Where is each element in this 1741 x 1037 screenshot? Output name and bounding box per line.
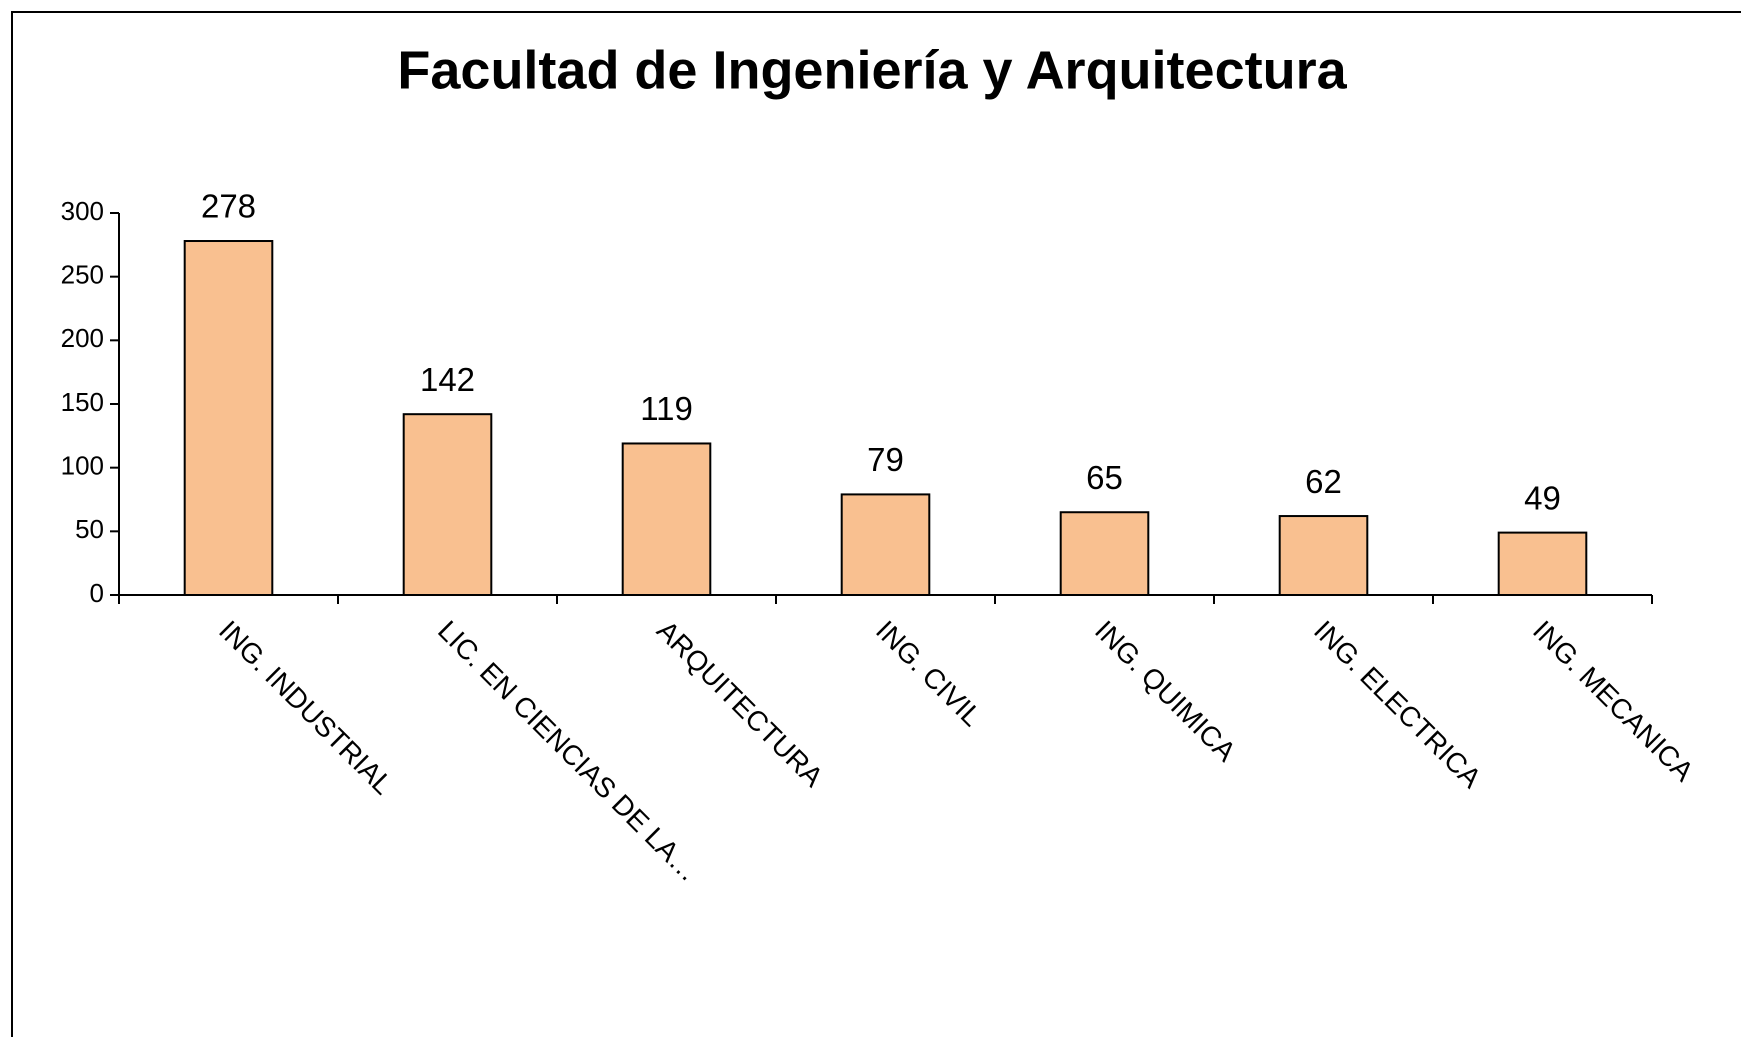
- x-tick-label: ARQUITECTURA: [651, 615, 829, 793]
- y-tick-label: 200: [61, 323, 104, 353]
- y-tick-label: 0: [90, 578, 104, 608]
- bar: [1278, 515, 1369, 597]
- value-label: 79: [867, 441, 904, 478]
- value-label: 278: [201, 188, 256, 225]
- value-label: 65: [1086, 459, 1123, 496]
- x-tick-label: ING. ELECTRICA: [1308, 615, 1487, 794]
- value-label: 119: [640, 390, 693, 427]
- chart-frame: [11, 11, 1741, 1037]
- y-tick-label: 150: [61, 387, 104, 417]
- bar: [621, 442, 712, 596]
- bar: [840, 493, 931, 597]
- chart-title: Facultad de Ingeniería y Arquitectura: [397, 40, 1347, 100]
- value-label: 142: [420, 361, 475, 398]
- bar: [1059, 511, 1150, 597]
- x-tick-label: LIC. EN CIENCIAS DE LA…: [432, 615, 705, 888]
- x-tick-label: ING. INDUSTRIAL: [213, 615, 399, 801]
- bar: [1497, 531, 1588, 597]
- x-tick-label: ING. MECANICA: [1527, 615, 1700, 788]
- y-tick-label: 50: [75, 514, 104, 544]
- y-tick-label: 250: [61, 260, 104, 290]
- x-tick-label: ING. CIVIL: [870, 615, 988, 733]
- value-label: 62: [1305, 463, 1342, 500]
- bar: [402, 413, 493, 597]
- y-tick-label: 300: [61, 196, 104, 226]
- bar: [183, 240, 274, 596]
- x-tick-label: ING. QUIMICA: [1089, 615, 1242, 768]
- y-tick-label: 100: [61, 451, 104, 481]
- value-label: 49: [1524, 479, 1561, 516]
